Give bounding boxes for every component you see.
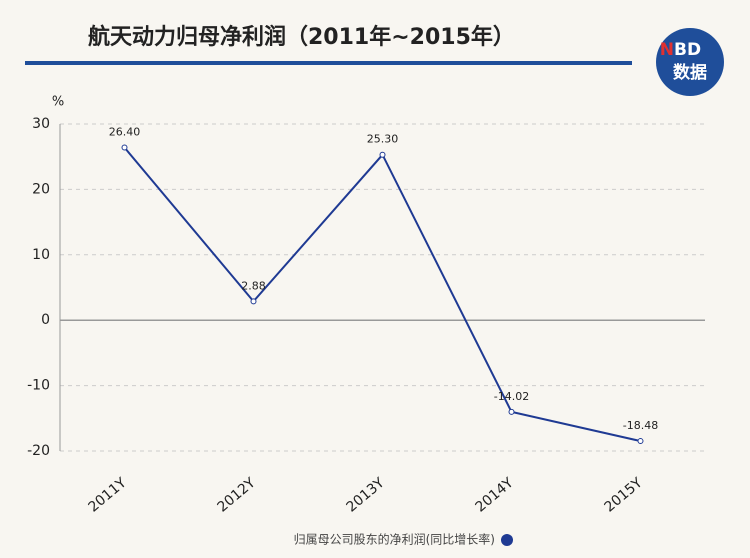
y-tick-label: 10 [32,247,50,263]
point [637,438,644,445]
value-label: 26.40 [109,126,141,139]
legend-marker [501,534,513,546]
y-tick-label: -10 [27,378,50,394]
y-tick-label: -20 [27,443,50,459]
y-tick-label: 0 [41,312,50,328]
value-label: 25.30 [367,133,399,146]
logo-sub: 数据 [673,62,707,83]
y-tick-label: 30 [32,116,50,132]
logo-badge [656,28,724,96]
value-label: -18.48 [623,419,658,432]
chart-title: 航天动力归母净利润（2011年~2015年） [88,24,515,50]
point [379,151,386,158]
value-label: 2.88 [241,279,266,292]
logo-n: N [660,40,674,60]
legend-label: 归属母公司股东的净利润(同比增长率) [294,532,495,547]
point [508,408,515,415]
point [250,298,257,305]
logo-bd: BD [674,40,701,60]
point [121,144,128,151]
y-axis-label: % [52,95,64,110]
y-tick-label: 20 [32,181,50,197]
value-label: -14.02 [494,390,529,403]
